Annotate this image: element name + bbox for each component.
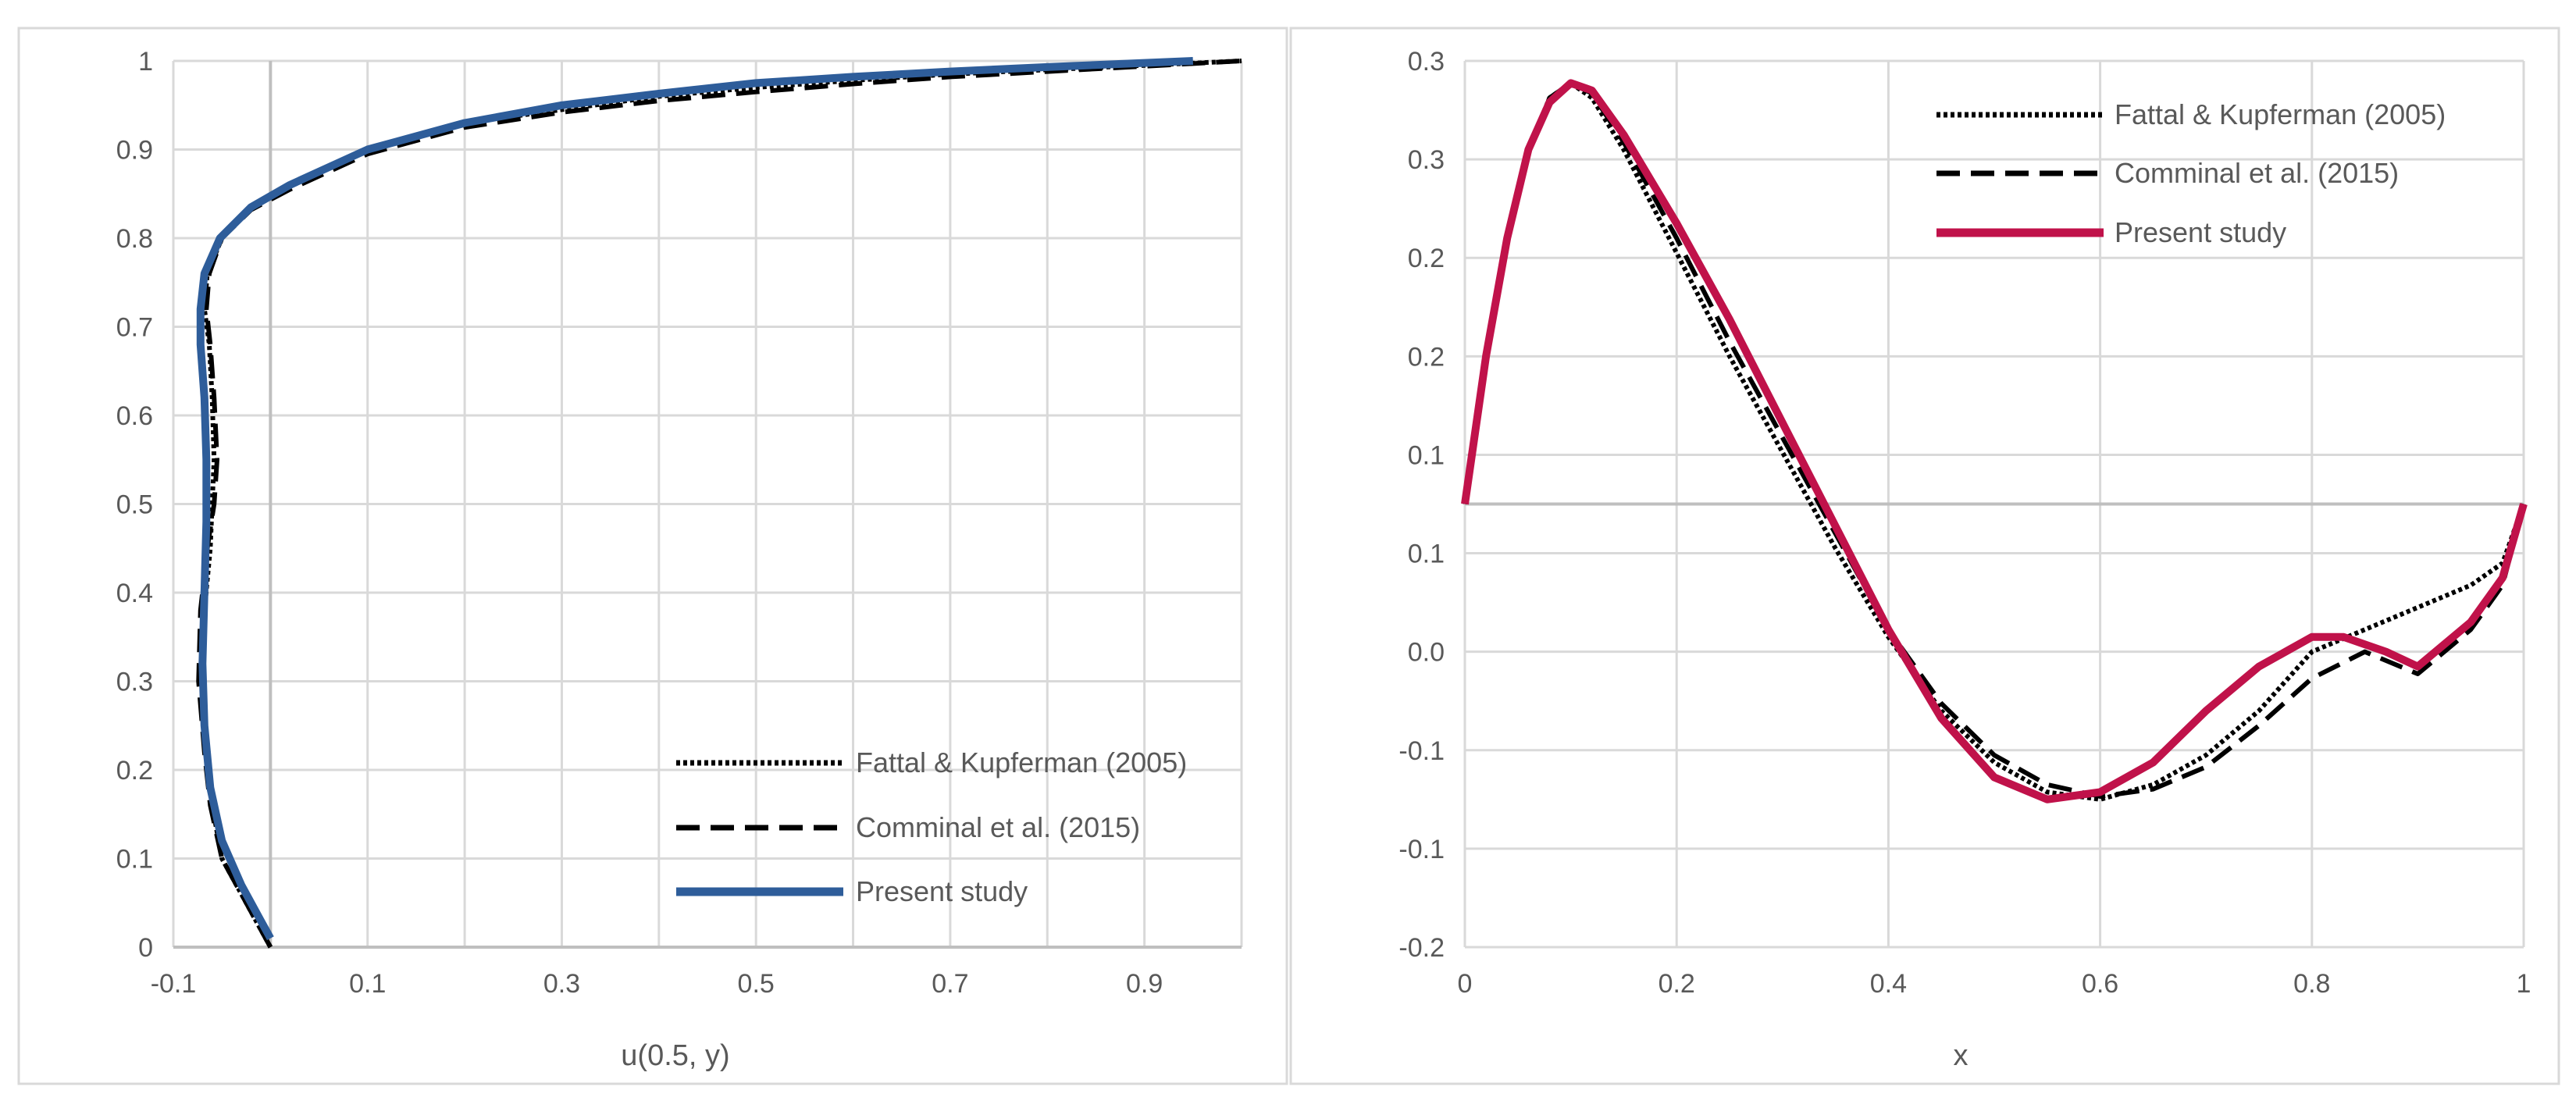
right-series-line-2	[1461, 79, 2528, 803]
right-legend: Fattal & Kupferman (2005) Comminal et al…	[1936, 98, 2446, 248]
left-legend-label-0: Fattal & Kupferman (2005)	[856, 746, 1187, 778]
left-x-tick-2: 0.3	[543, 969, 580, 999]
left-tick-labels: 0 0.1 0.2 0.3 0.4 0.5 0.6 0.7 0.8 0.9 1 -0.1 0.1 0.3 0…	[116, 47, 1163, 999]
right-gridlines	[1463, 59, 2525, 949]
left-y-tick-4: 0.4	[116, 579, 153, 608]
left-gridlines	[172, 59, 1243, 949]
left-y-tick-0: 0	[138, 933, 153, 963]
left-y-tick-1: 0.1	[116, 845, 153, 875]
right-y-tick-2: -0.1	[1398, 736, 1445, 766]
right-x-tick-2: 0.4	[1870, 969, 1907, 999]
right-chart: -0.2 -0.1 -0.1 0.0 0.1 0.1 0.2 0.2 0.3 0.3 0 0.2 0.4…	[1289, 27, 2560, 1085]
right-x-tick-3: 0.6	[2082, 969, 2118, 999]
left-legend-label-1: Comminal et al. (2015)	[856, 811, 1140, 843]
left-x-tick-1: 0.1	[349, 969, 386, 999]
left-series-line-2	[196, 57, 1194, 941]
right-legend-label-0: Fattal & Kupferman (2005)	[2115, 98, 2446, 130]
left-y-tick-8: 0.8	[116, 224, 153, 254]
left-legend-label-2: Present study	[856, 875, 1028, 907]
left-y-tick-9: 0.9	[116, 136, 153, 166]
right-x-tick-0: 0	[1458, 969, 1473, 999]
left-x-axis-label: u(0.5, y)	[621, 1039, 729, 1072]
right-tick-labels: -0.2 -0.1 -0.1 0.0 0.1 0.1 0.2 0.2 0.3 0.3 0 0.2 0.4…	[1398, 47, 2531, 999]
right-y-tick-7: 0.2	[1408, 244, 1445, 273]
left-y-tick-7: 0.7	[116, 313, 153, 343]
right-y-tick-5: 0.1	[1408, 440, 1445, 470]
left-y-tick-5: 0.5	[116, 490, 153, 520]
right-y-tick-1: -0.1	[1398, 835, 1445, 864]
right-series-line-0	[1463, 80, 2526, 802]
right-series	[1461, 79, 2528, 803]
right-legend-label-2: Present study	[2115, 216, 2286, 248]
right-legend-label-1: Comminal et al. (2015)	[2115, 157, 2399, 189]
left-x-tick-3: 0.5	[738, 969, 775, 999]
left-y-tick-2: 0.2	[116, 756, 153, 786]
right-y-tick-0: -0.2	[1398, 933, 1445, 963]
right-y-tick-4: 0.1	[1408, 540, 1445, 569]
left-x-tick-0: -0.1	[151, 969, 197, 999]
left-y-tick-3: 0.3	[116, 668, 153, 697]
left-y-tick-6: 0.6	[116, 401, 153, 431]
right-x-tick-5: 1	[2517, 969, 2531, 999]
left-chart: 0 0.1 0.2 0.3 0.4 0.5 0.6 0.7 0.8 0.9 1 -0.1 0.1 0.3 0…	[17, 27, 1288, 1085]
right-x-tick-4: 0.8	[2293, 969, 2330, 999]
left-chart-area	[17, 27, 1288, 1085]
right-x-tick-1: 0.2	[1659, 969, 1695, 999]
right-y-tick-8: 0.3	[1408, 145, 1445, 175]
right-y-tick-6: 0.2	[1408, 342, 1445, 372]
left-legend: Fattal & Kupferman (2005) Comminal et al…	[676, 746, 1187, 907]
left-series	[196, 57, 1242, 949]
right-x-axis-label: x	[1954, 1039, 1969, 1072]
right-y-tick-9: 0.3	[1408, 47, 1445, 77]
left-x-tick-5: 0.9	[1126, 969, 1163, 999]
right-chart-area	[1289, 27, 2560, 1085]
left-y-tick-10: 1	[138, 47, 153, 77]
right-y-tick-3: 0.0	[1408, 638, 1445, 668]
left-x-tick-4: 0.7	[932, 969, 968, 999]
